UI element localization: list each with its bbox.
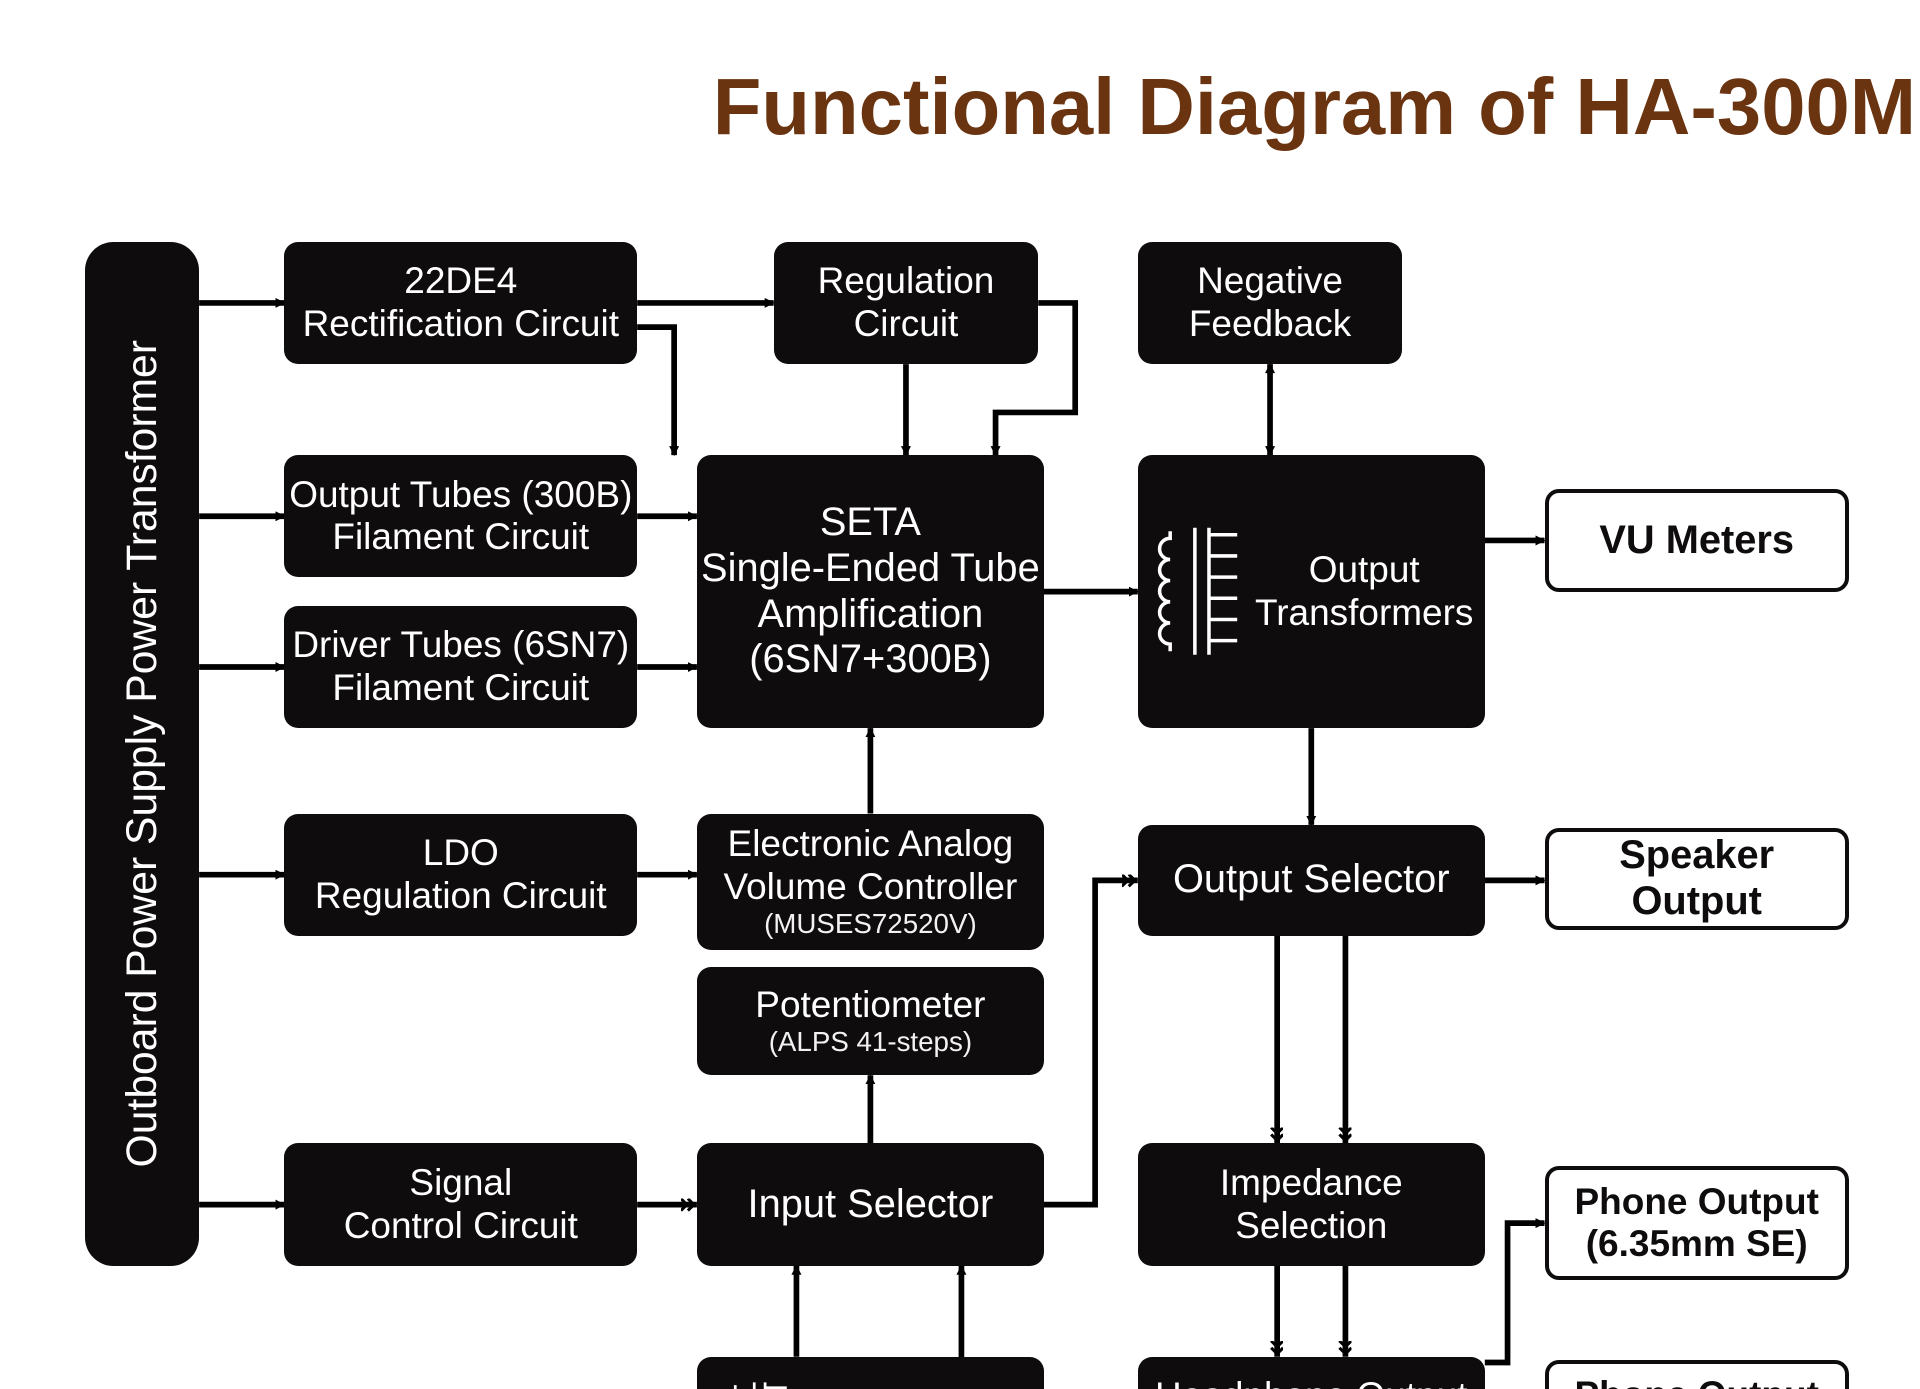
block-rect: 22DE4Rectification Circuit — [284, 242, 637, 364]
block-eavc: Electronic AnalogVolume Controller(MUSES… — [697, 814, 1044, 951]
block-pot: Potentiometer(ALPS 41-steps) — [697, 967, 1044, 1075]
block-label: Phone Output — [1575, 1374, 1819, 1389]
block-label: SignalControl Circuit — [344, 1162, 578, 1247]
block-sublabel: (ALPS 41-steps) — [769, 1026, 972, 1058]
block-ldo: LDORegulation Circuit — [284, 814, 637, 936]
block-label: VU Meters — [1599, 518, 1794, 564]
diagram-stage: Functional Diagram of HA-300MK2 Outboard … — [0, 0, 1920, 1389]
block-ph635: Phone Output(6.35mm SE) — [1545, 1166, 1849, 1280]
block-imp: ImpedanceSelection — [1138, 1143, 1485, 1265]
transformer-schematic-icon — [1149, 482, 1255, 700]
block-intf: InputTransformer — [697, 1357, 1044, 1389]
block-label: Phone Output — [1575, 1181, 1819, 1224]
block-outsel: Output Selector — [1138, 825, 1485, 936]
block-label: 22DE4Rectification Circuit — [303, 260, 619, 345]
block-label: RegulationCircuit — [818, 260, 995, 345]
block-label: SETASingle-Ended TubeAmplification(6SN7+… — [701, 500, 1040, 683]
block-insel: Input Selector — [697, 1143, 1044, 1265]
block-sigctl: SignalControl Circuit — [284, 1143, 637, 1265]
edge — [1485, 1223, 1545, 1362]
block-psu: Outboard Power Supply Power Transformer — [85, 242, 199, 1266]
block-sublabel: (MUSES72520V) — [764, 908, 977, 940]
block-label: Output Tubes (300B)Filament Circuit — [289, 474, 632, 559]
block-label: OutputTransformers — [1255, 549, 1473, 634]
block-spk: SpeakerOutput — [1545, 828, 1849, 930]
block-ph44: Phone Output(4.4mm BAL) — [1545, 1360, 1849, 1389]
block-label: ImpedanceSelection — [1220, 1162, 1403, 1247]
block-label: Potentiometer — [755, 984, 985, 1027]
block-label: Driver Tubes (6SN7)Filament Circuit — [292, 624, 629, 709]
block-vu: VU Meters — [1545, 489, 1849, 591]
block-drv6sn7: Driver Tubes (6SN7)Filament Circuit — [284, 606, 637, 728]
block-ot: OutputTransformers — [1138, 455, 1485, 728]
block-out300b: Output Tubes (300B)Filament Circuit — [284, 455, 637, 577]
edge — [1044, 880, 1138, 1204]
block-label: NegativeFeedback — [1189, 260, 1351, 345]
block-label: Headphone OutputSelector — [1155, 1375, 1467, 1389]
block-label: Output Selector — [1173, 857, 1450, 903]
transformer-schematic-icon — [719, 1372, 800, 1389]
block-label: Outboard Power Supply Power Transformer — [118, 340, 167, 1167]
block-reg: RegulationCircuit — [774, 242, 1039, 364]
edge — [637, 327, 674, 455]
block-label: Electronic AnalogVolume Controller — [723, 823, 1017, 908]
block-nfb: NegativeFeedback — [1138, 242, 1403, 364]
block-seta: SETASingle-Ended TubeAmplification(6SN7+… — [697, 455, 1044, 728]
block-hps: Headphone OutputSelector — [1138, 1357, 1485, 1389]
block-label: SpeakerOutput — [1619, 833, 1774, 925]
block-label: Input Selector — [748, 1182, 994, 1228]
block-sublabel: (6.35mm SE) — [1586, 1223, 1808, 1266]
block-label: LDORegulation Circuit — [315, 832, 607, 917]
diagram-title: Functional Diagram of HA-300MK2 — [713, 61, 1920, 153]
